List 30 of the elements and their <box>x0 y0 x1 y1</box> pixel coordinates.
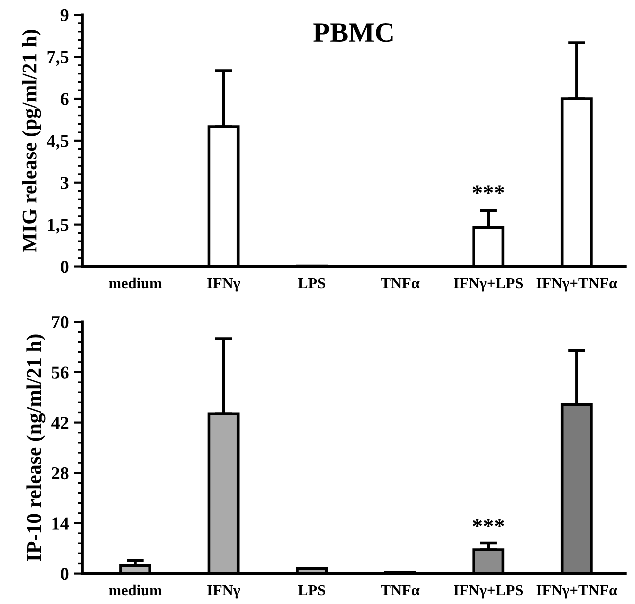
y-tick-label: 0 <box>61 261 69 274</box>
x-tick-label: TNFα <box>381 586 420 596</box>
x-tick-label: IFNγ+TNFα <box>536 278 618 292</box>
x-tick-label: IFNγ <box>208 586 240 599</box>
annotation: *** <box>472 519 504 528</box>
y-tick-label: 14 <box>52 518 70 530</box>
y-tick-label: 70 <box>52 316 69 329</box>
x-tick-label: IFNγ <box>208 278 240 292</box>
y-tick-label: 7,5 <box>48 51 69 66</box>
y-tick-label: 6 <box>60 93 69 106</box>
x-tick-label: LPS <box>298 278 326 289</box>
x-tick-label: IFNγ+LPS <box>454 278 524 292</box>
y-tick-label: 4,5 <box>47 135 69 150</box>
chart-title: PBMC <box>314 24 393 42</box>
y-tick-label: 0 <box>61 568 69 580</box>
x-tick-label: TNFα <box>381 278 420 289</box>
y-tick-label: 42 <box>52 417 69 430</box>
annotation: *** <box>472 186 504 194</box>
y-tick-label: 9 <box>60 9 69 22</box>
y-axis-title: IP-10 release (ng/ml/21 h) <box>26 334 46 562</box>
x-tick-label: IFNγ+TNFα <box>536 586 618 599</box>
x-tick-label: LPS <box>298 585 326 596</box>
y-tick-label: 3 <box>61 177 69 190</box>
y-tick-label: 1,5 <box>48 219 69 234</box>
y-axis-title: MIG release (pg/ml/21 h) <box>22 30 42 252</box>
y-tick-label: 56 <box>52 366 69 379</box>
x-tick-label: medium <box>109 278 162 289</box>
x-tick-label: medium <box>109 584 162 596</box>
x-tick-label: IFNγ+LPS <box>454 585 524 599</box>
y-tick-label: 28 <box>52 467 69 480</box>
